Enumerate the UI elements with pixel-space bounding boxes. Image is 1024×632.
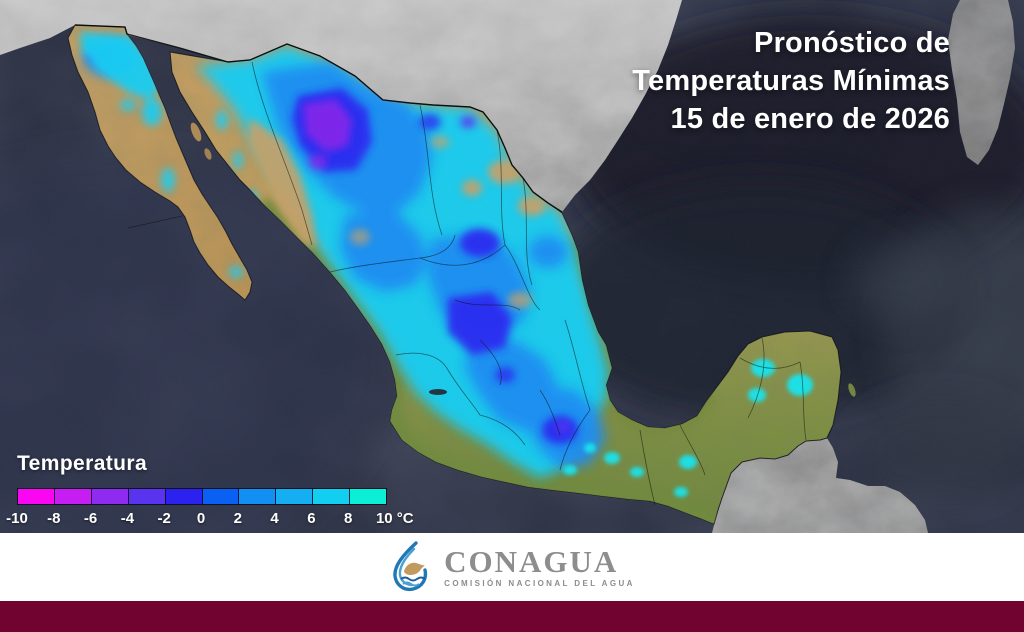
legend-tick: 4: [270, 510, 279, 527]
eagle-glyph: [404, 562, 426, 575]
legend-tick: -4: [120, 510, 135, 527]
org-name: CONAGUA: [444, 543, 619, 579]
map-title: Pronóstico de Temperaturas Mínimas 15 de…: [632, 24, 950, 138]
legend-tick: -6: [83, 510, 98, 527]
legend-tick: 10 °C: [375, 510, 414, 527]
legend-tick: -2: [157, 510, 171, 527]
legend-swatch: [128, 489, 166, 504]
title-line-2: Temperaturas Mínimas: [632, 65, 950, 97]
legend-ticks: -10 -8 -6 -4 -2 0 2 4 6 8 10 °C: [6, 510, 413, 528]
temperature-legend: Temperatura -10 -8 -6 -4 -2 0 2 4 6 8 10 °C: [6, 452, 413, 528]
legend-tick: -10: [6, 510, 28, 527]
footer: CONAGUA COMISIÓN NACIONAL DEL AGUA: [0, 533, 1024, 601]
legend-swatch: [276, 489, 314, 504]
legend-swatch: [202, 489, 240, 504]
legend-bar: [17, 488, 387, 505]
legend-swatch: [350, 489, 387, 504]
title-line-3: 15 de enero de 2026: [670, 103, 950, 135]
legend-swatch: [239, 489, 277, 504]
legend-tick: 8: [344, 510, 353, 527]
title-line-1: Pronóstico de: [754, 27, 950, 59]
legend-tick: 6: [307, 510, 316, 527]
bottom-accent-bar: [0, 601, 1024, 632]
logo-text: CONAGUA COMISIÓN NACIONAL DEL AGUA: [444, 543, 635, 588]
grain-texture: [0, 0, 1024, 533]
legend-swatch: [91, 489, 129, 504]
legend-tick: -8: [47, 510, 61, 527]
mexico-temperature-map: [0, 0, 1024, 533]
legend-title: Temperatura: [17, 452, 148, 475]
legend-swatch: [54, 489, 92, 504]
legend-tick: 2: [233, 510, 242, 527]
legend-tick: 0: [196, 510, 206, 527]
legend-swatch: [165, 489, 203, 504]
legend-swatch: [313, 489, 351, 504]
water-drop-icon: [393, 541, 428, 592]
conagua-logo: CONAGUA COMISIÓN NACIONAL DEL AGUA: [389, 541, 635, 593]
org-subtitle: COMISIÓN NACIONAL DEL AGUA: [444, 578, 635, 588]
legend-swatch: [18, 489, 55, 504]
